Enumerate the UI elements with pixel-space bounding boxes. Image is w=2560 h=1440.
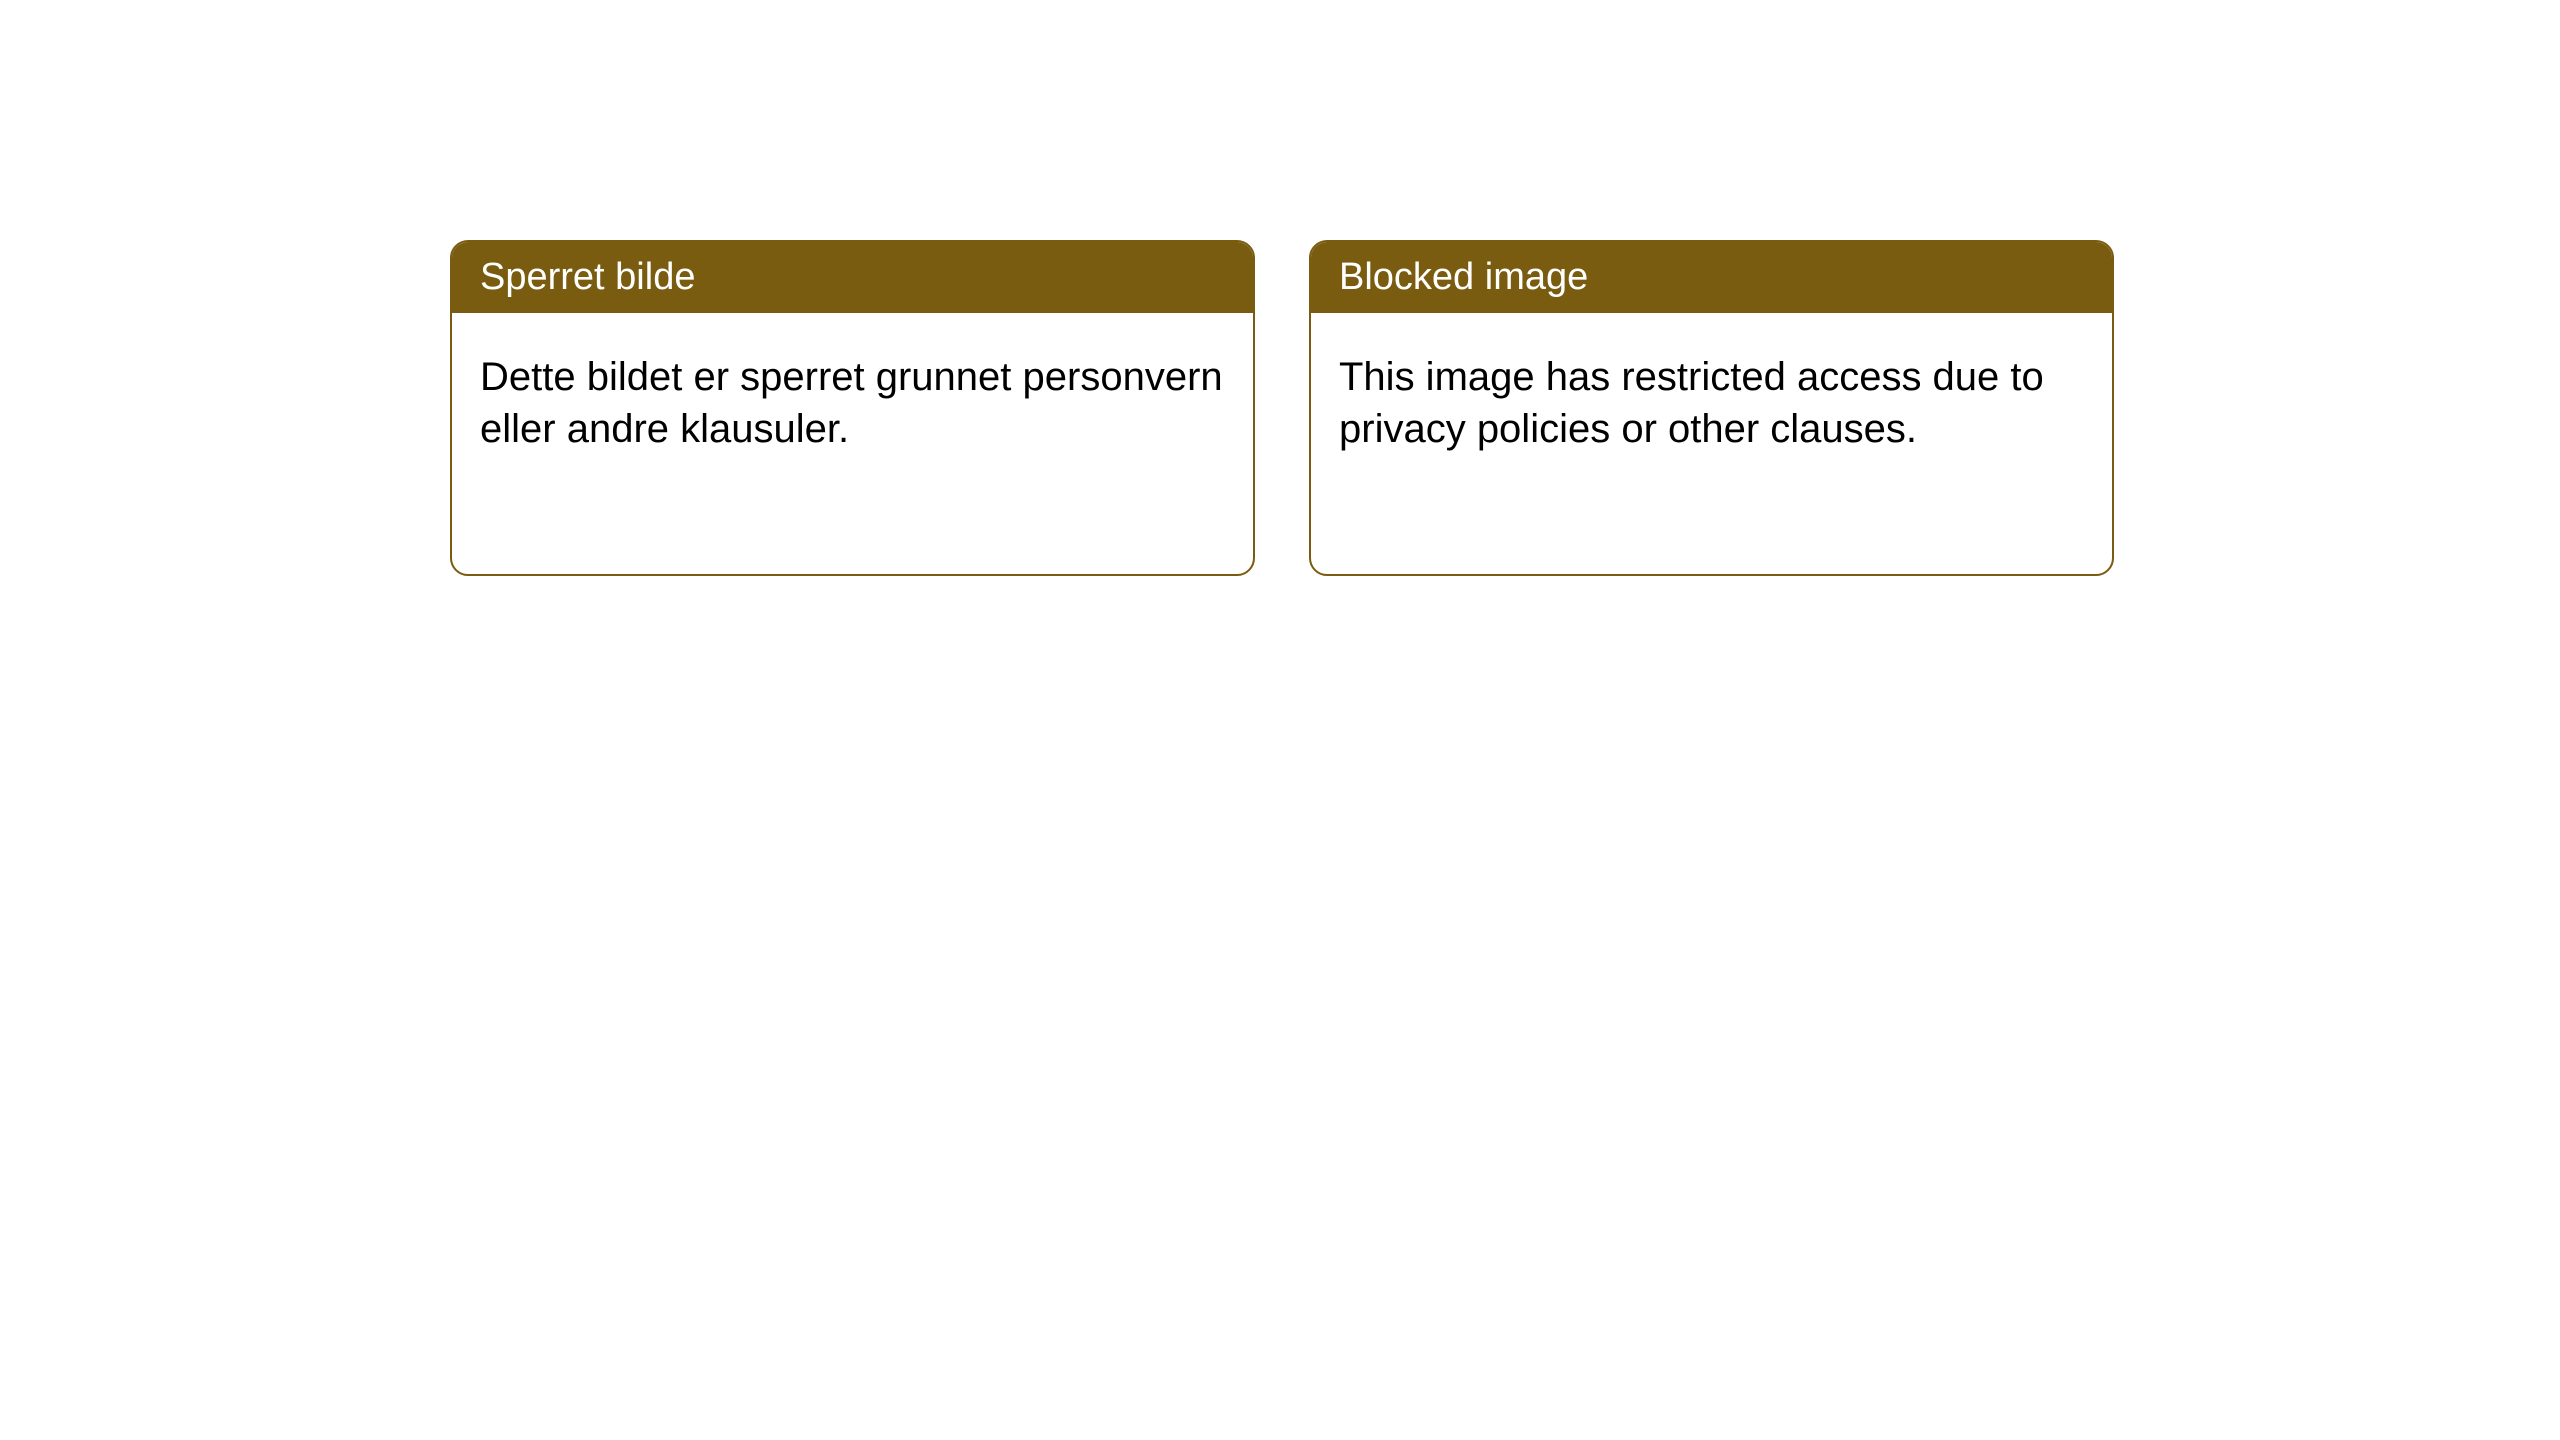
card-header: Sperret bilde: [452, 242, 1253, 313]
card-header: Blocked image: [1311, 242, 2112, 313]
blocked-image-card-english: Blocked image This image has restricted …: [1309, 240, 2114, 576]
card-body-text: This image has restricted access due to …: [1339, 355, 2044, 451]
card-container: Sperret bilde Dette bildet er sperret gr…: [0, 0, 2560, 576]
card-title: Blocked image: [1339, 256, 1588, 298]
card-title: Sperret bilde: [480, 256, 695, 298]
card-body: Dette bildet er sperret grunnet personve…: [452, 313, 1253, 493]
card-body-text: Dette bildet er sperret grunnet personve…: [480, 355, 1223, 451]
card-body: This image has restricted access due to …: [1311, 313, 2112, 493]
blocked-image-card-norwegian: Sperret bilde Dette bildet er sperret gr…: [450, 240, 1255, 576]
